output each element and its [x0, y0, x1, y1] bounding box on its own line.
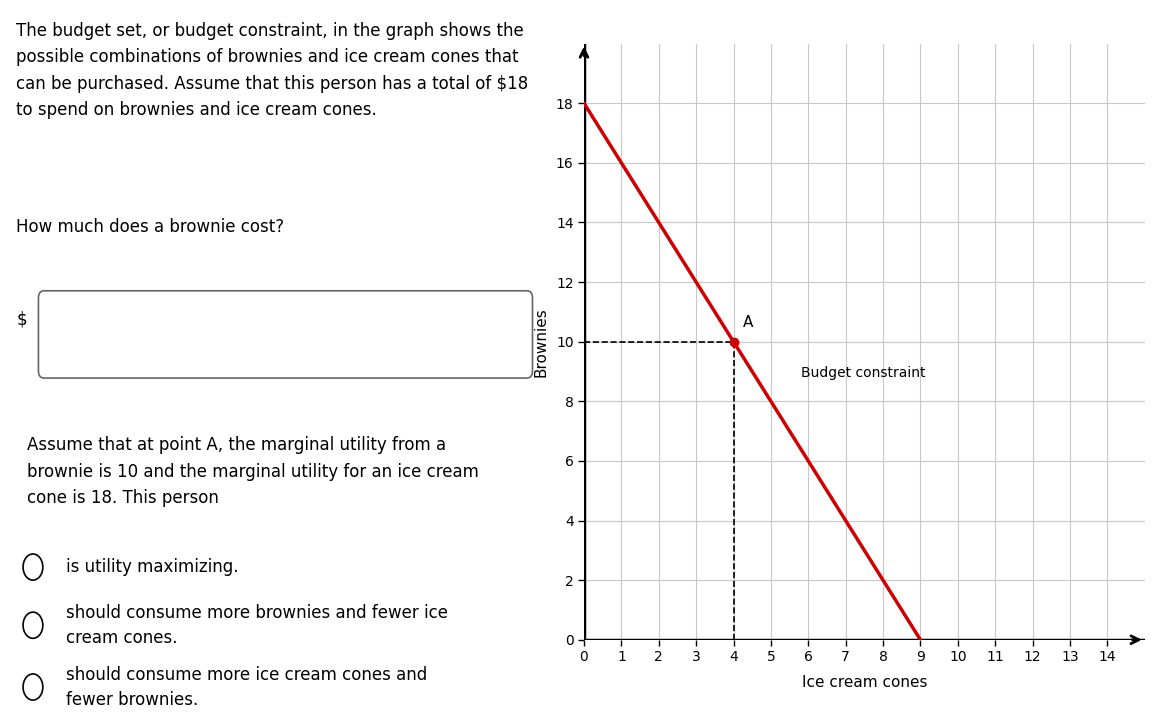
Y-axis label: Brownies: Brownies: [534, 307, 549, 377]
Text: $: $: [16, 311, 27, 329]
X-axis label: Ice cream cones: Ice cream cones: [801, 675, 927, 691]
Text: should consume more brownies and fewer ice
cream cones.: should consume more brownies and fewer i…: [65, 603, 447, 647]
Text: should consume more ice cream cones and
fewer brownies.: should consume more ice cream cones and …: [65, 665, 427, 709]
Text: is utility maximizing.: is utility maximizing.: [65, 558, 238, 576]
Text: How much does a brownie cost?: How much does a brownie cost?: [16, 218, 285, 236]
Text: Assume that at point A, the marginal utility from a
brownie is 10 and the margin: Assume that at point A, the marginal uti…: [27, 436, 479, 507]
Text: Budget constraint: Budget constraint: [801, 366, 925, 380]
Text: A: A: [743, 315, 753, 330]
FancyBboxPatch shape: [39, 291, 533, 378]
Text: The budget set, or budget constraint, in the graph shows the
possible combinatio: The budget set, or budget constraint, in…: [16, 22, 529, 119]
